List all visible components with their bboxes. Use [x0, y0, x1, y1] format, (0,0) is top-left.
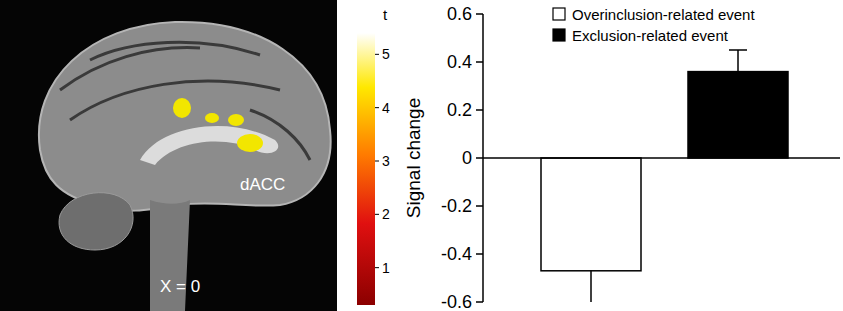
- colorbar-tick-label: 3: [382, 153, 390, 169]
- y-tick-label: -0.6: [441, 292, 472, 311]
- colorbar-title: t: [383, 6, 388, 23]
- colorbar-tick-label: 2: [382, 206, 390, 222]
- image-background: [0, 0, 337, 311]
- colorbar-tick: [375, 267, 379, 268]
- plot-area: [541, 50, 788, 302]
- brain-image: dACC X = 0: [0, 0, 337, 311]
- cerebellum: [59, 193, 133, 250]
- y-tick-label: -0.4: [441, 244, 472, 264]
- error-cap: [729, 49, 747, 51]
- y-tick: [476, 157, 483, 159]
- y-tick-label: 0: [462, 148, 472, 168]
- colorbar-tick-label: 5: [382, 46, 390, 62]
- activation-blob: [237, 134, 263, 152]
- y-tick: [476, 13, 483, 15]
- colorbar-tick: [375, 214, 379, 215]
- bar: [688, 72, 788, 158]
- colorbar-tick-label: 1: [382, 260, 390, 276]
- y-tick: [476, 205, 483, 207]
- colorbar: t 1 2 3 4 5: [357, 6, 390, 305]
- activation-blob: [173, 98, 191, 118]
- bar-chart: -0.6 -0.4 -0.2 0 0.2 0.4 0.6 Signal change Overi…: [403, 4, 840, 311]
- legend-label: Overinclusion-related event: [572, 6, 755, 23]
- cortex: [39, 22, 331, 211]
- legend-swatch: [553, 29, 565, 41]
- colorbar-tick: [375, 107, 379, 108]
- corpus-callosum: [140, 126, 278, 165]
- y-tick-label: -0.2: [441, 196, 472, 216]
- y-tick: [476, 109, 483, 111]
- y-axis-label: Signal change: [403, 98, 424, 218]
- slice-label: X = 0: [160, 277, 200, 296]
- y-tick: [476, 301, 483, 303]
- colorbar-scale: [357, 33, 375, 305]
- bar: [541, 158, 641, 271]
- error-bar: [590, 271, 592, 302]
- y-tick: [476, 61, 483, 63]
- legend-swatch: [553, 8, 565, 20]
- activation-blob: [228, 114, 244, 126]
- region-label: dACC: [240, 175, 285, 194]
- y-tick: [476, 253, 483, 255]
- y-tick-label: 0.4: [447, 52, 472, 72]
- colorbar-tick-label: 4: [382, 100, 390, 116]
- legend: Overinclusion-related event Exclusion-rel…: [553, 6, 755, 44]
- legend-label: Exclusion-related event: [572, 27, 729, 44]
- x-axis: [483, 157, 840, 159]
- figure: dACC X = 0 t 1 2 3 4 5 -0.6 -0.4 -0.2 0 0.2 0.4 0.6 Sig…: [0, 0, 843, 311]
- colorbar-tick: [375, 161, 379, 162]
- activation-blob: [205, 113, 219, 123]
- y-tick-label: 0.6: [447, 4, 472, 24]
- error-bar: [737, 50, 739, 72]
- y-tick-label: 0.2: [447, 100, 472, 120]
- colorbar-tick: [375, 54, 379, 55]
